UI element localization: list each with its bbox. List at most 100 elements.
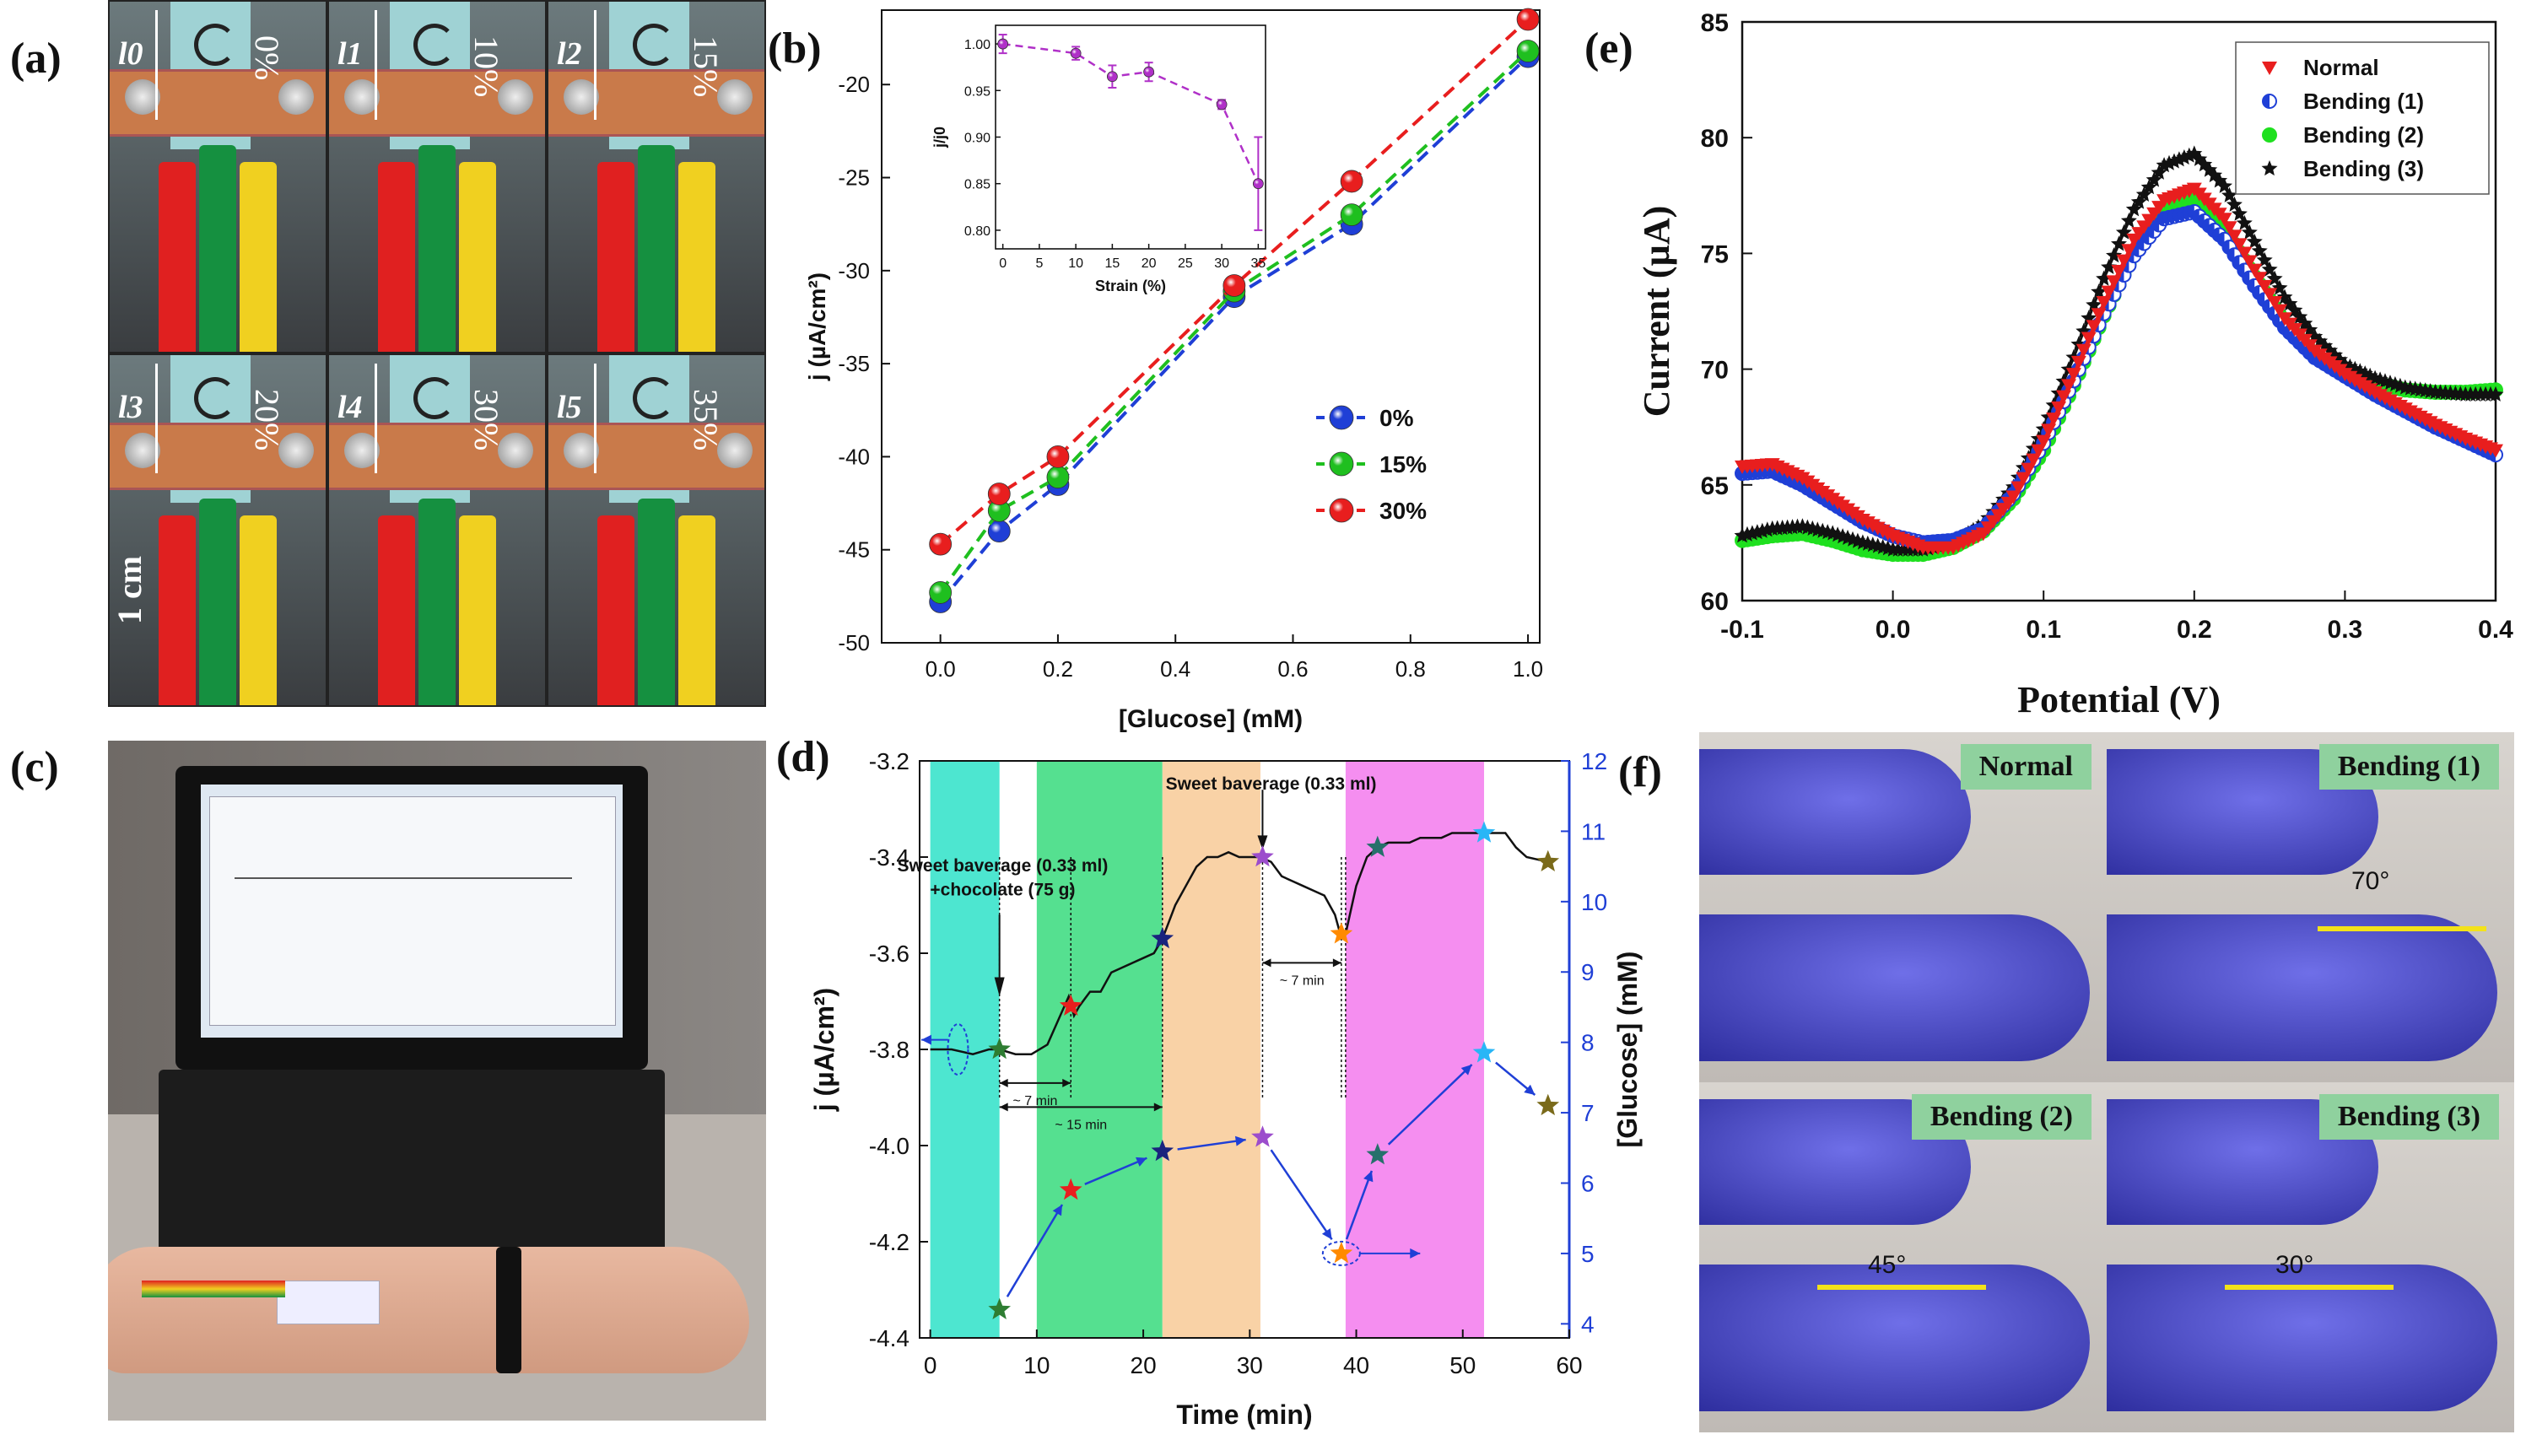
chart-d-band	[1345, 761, 1485, 1338]
chart-b-ytick-label: -50	[838, 630, 870, 655]
electrode-spiral-icon	[413, 377, 456, 419]
chart-b-point-30%	[929, 532, 953, 556]
chart-e-point-Bending (3)	[2351, 363, 2368, 379]
clip-green	[199, 145, 236, 352]
chart-b-series-line-15%	[938, 50, 1530, 594]
panel-a-cell: l4 30%	[329, 355, 545, 705]
chart-e-series-Normal	[1735, 182, 2503, 555]
electrode-spiral-icon	[194, 24, 236, 66]
chart-e-point-Bending (3)	[2166, 153, 2183, 169]
chart-d-xtick-label: 0	[924, 1352, 937, 1378]
panel-label-a: (a)	[10, 35, 62, 83]
chart-b-ytick-label: -45	[838, 537, 870, 563]
chart-e-point-Bending (3)	[2120, 213, 2137, 229]
chart-d-ytick-label: -3.4	[869, 844, 909, 871]
chart-b-point-30%	[1340, 170, 1363, 193]
chart-e-point-Bending (1)	[2227, 248, 2235, 262]
chart-e-point-Bending (1)	[2243, 271, 2250, 285]
clip-yellow	[459, 162, 496, 352]
electrode-spiral-icon	[633, 377, 675, 419]
chart-e-dpv-bending: -0.1 0.0 0.1 0.2 0.3 0.4 60 65 70 75 80 85 Potential…	[1636, 9, 2513, 720]
chart-e-point-Normal	[2247, 263, 2263, 278]
chart-b-legend-label: 15%	[1379, 451, 1427, 477]
chart-b-inset-point	[1143, 66, 1155, 78]
chart-e-legend-marker	[2263, 94, 2270, 108]
screw-left	[564, 79, 599, 115]
chart-e-xtick-label: 0.2	[2177, 616, 2212, 644]
chart-b-ytick-label: -20	[838, 72, 870, 97]
length-label: l5	[557, 390, 582, 425]
panel-c-laptop-arm-photo	[108, 741, 766, 1421]
clip-green	[418, 145, 456, 352]
chart-b-inset-xtick-label: 20	[1142, 256, 1157, 271]
chart-e-point-Bending (3)	[2106, 247, 2123, 263]
chart-d-xtick-label: 50	[1449, 1352, 1476, 1378]
screw-left	[344, 79, 380, 115]
strain-label: 30%	[467, 389, 505, 451]
chart-b-point-15%	[1046, 466, 1070, 489]
chart-d-ytick-label: -4.2	[869, 1229, 909, 1255]
chart-e-point-Bending (3)	[2145, 171, 2162, 187]
chart-e-point-Bending (3)	[2151, 164, 2167, 180]
length-arrow	[155, 10, 158, 120]
chart-d-right-axis-pointer-head	[1410, 1248, 1421, 1259]
chart-d-current-star	[1536, 849, 1560, 871]
scale-bar-label: 1 cm	[111, 555, 148, 624]
length-label: l4	[337, 390, 363, 425]
chart-b-series-line-30%	[939, 18, 1530, 546]
chart-e-point-Bending (3)	[2271, 279, 2288, 295]
chart-d-ytick-right-label: 10	[1581, 889, 1607, 915]
panel-label-e: (e)	[1584, 24, 1633, 73]
chart-d-current-star	[1151, 926, 1174, 949]
chart-e-point-Normal	[2041, 423, 2057, 438]
chart-d-ytick-right-label: 8	[1581, 1030, 1595, 1056]
chart-d-realtime-monitoring: 0 10 20 30 40 50 60 -4.4 -4.2 -4.0 -3.8 -3.6 -3.4 -3.…	[809, 748, 1643, 1430]
laptop-display	[201, 785, 623, 1038]
chart-e-point-Bending (1)	[2268, 306, 2275, 321]
chart-d-xtick-label: 20	[1131, 1352, 1157, 1378]
chart-e-point-Normal	[2267, 296, 2283, 310]
chart-e-point-Bending (3)	[2201, 161, 2218, 177]
chart-b-frame	[881, 9, 1541, 644]
chart-e-point-Normal	[2070, 355, 2086, 369]
chart-e-point-Normal	[2021, 462, 2037, 477]
panel-label-d: (d)	[776, 733, 830, 781]
software-window	[209, 796, 616, 1026]
chart-e-point-Normal	[2257, 279, 2273, 294]
chart-e-point-Bending (3)	[2211, 172, 2228, 188]
chart-d-ytick-right-label: 5	[1581, 1241, 1595, 1267]
chart-e-point-Bending (3)	[2171, 151, 2188, 167]
chart-e-point-Bending (3)	[2111, 235, 2127, 251]
chart-e-point-Normal	[2081, 332, 2097, 346]
chart-d-glucose-arrowhead	[1524, 1084, 1536, 1095]
chart-e-point-Bending (1)	[2273, 313, 2280, 327]
electrode-spiral-icon	[413, 24, 456, 66]
chart-d-ytick-right-label: 4	[1581, 1311, 1595, 1337]
clip-yellow	[678, 515, 715, 705]
panel-f-bending-photos: Normal Bending (1) 70° Bending (2) 45° Bendin…	[1699, 732, 2514, 1432]
label-box: Bending (1)	[2318, 744, 2499, 790]
chart-e-legend-label: Bending (2)	[2303, 122, 2424, 148]
chart-e-point-Normal	[2046, 413, 2062, 427]
chart-e-legend-label: Bending (1)	[2303, 89, 2424, 114]
chart-e-point-Normal	[2086, 320, 2102, 334]
chart-b-inset-xtick-label: 10	[1068, 256, 1083, 271]
chart-e-legend-marker	[2262, 127, 2277, 143]
chart-e-xtick-label: 0.3	[2328, 616, 2363, 644]
chart-d-ytick-label: -4.4	[869, 1325, 909, 1351]
panel-label-c: (c)	[10, 743, 59, 791]
panel-a-cell: l2 15%	[548, 2, 764, 352]
chart-d-glucose-star	[1472, 1041, 1496, 1063]
chart-d-ytick-label: -3.6	[869, 941, 909, 967]
clip-yellow	[240, 162, 277, 352]
chart-d-xlabel: Time (min)	[1176, 1399, 1312, 1430]
screw-left	[125, 79, 160, 115]
chart-e-point-Bending (3)	[1759, 521, 1776, 537]
chart-e-ytick-label: 85	[1701, 9, 1729, 37]
chart-d-xtick-label: 10	[1023, 1352, 1050, 1378]
strain-label: 35%	[687, 389, 725, 451]
chart-d-glucose-arrowhead	[1135, 1157, 1147, 1167]
chart-d-xtick-label: 30	[1237, 1352, 1263, 1378]
chart-e-line-Bending (3)	[1741, 152, 2496, 552]
chart-e-point-Normal	[2096, 296, 2112, 310]
